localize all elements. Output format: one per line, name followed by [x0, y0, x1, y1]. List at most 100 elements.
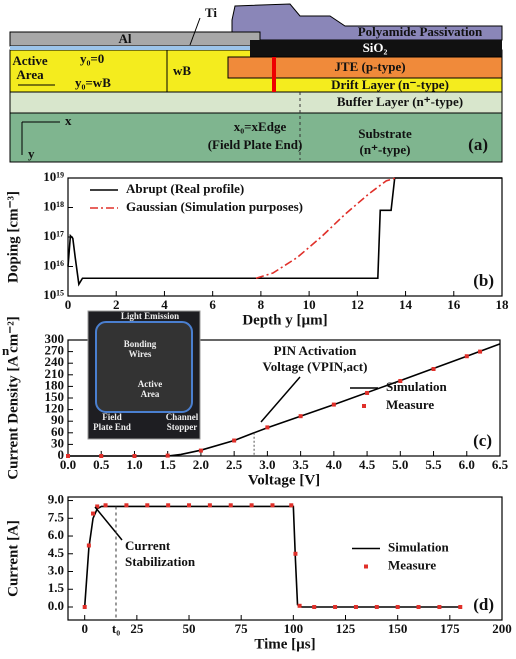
annotation-arrow: [260, 376, 301, 423]
x-tick-label: 10: [303, 297, 316, 312]
series-marker: [289, 503, 294, 508]
panel-label: (d): [473, 595, 494, 614]
polyamide-label: Polyamide Passivation: [358, 24, 483, 39]
y-tick-label: 6.0: [48, 527, 64, 542]
y-tick-label: 9.0: [48, 492, 64, 507]
x-tick-label: 50: [183, 621, 196, 636]
inset-label: Light Emission: [121, 311, 179, 321]
series-marker: [365, 390, 370, 395]
x-tick-label: 125: [336, 621, 356, 636]
y-tick-label: 60: [51, 424, 64, 439]
y-tick-label: 30: [51, 435, 64, 450]
x-tick-label: 12: [351, 297, 364, 312]
x-tick-label: 8: [258, 297, 265, 312]
x-tick-label: 0.5: [93, 457, 110, 472]
inset-label: Area: [141, 389, 160, 399]
series-marker: [374, 604, 379, 609]
series-marker: [187, 503, 192, 508]
x-tick-label: 3.0: [259, 457, 275, 472]
x-tick-label: 175: [440, 621, 460, 636]
x-tick-label: 6.5: [492, 457, 509, 472]
y0-top-label: y₀=0: [80, 51, 104, 66]
y-axis-title: Current [A]: [5, 520, 21, 597]
y-tick-label: 10¹⁶: [43, 257, 64, 272]
x-tick-label: 25: [130, 621, 144, 636]
y0-bottom-label: y₀=wB: [75, 75, 111, 90]
x-tick-label: 0: [81, 621, 88, 636]
series-marker: [293, 551, 298, 556]
inset-label: Active: [138, 379, 163, 389]
substrate-label: Substrate: [358, 126, 412, 141]
legend-label: Measure: [386, 397, 434, 412]
annotation-arrow: [94, 506, 123, 541]
series-marker: [331, 402, 336, 407]
series-marker: [198, 448, 203, 453]
field-plate-edge: [272, 57, 276, 92]
x0-label: x₀=xEdge: [234, 119, 287, 134]
series-marker: [297, 603, 302, 608]
x-tick-label: 16: [447, 297, 461, 312]
x-tick-label: 5.5: [425, 457, 442, 472]
annotation: Voltage (VPIN,act): [263, 359, 368, 374]
y-tick-label: 10¹⁸: [43, 198, 64, 213]
y-tick-label: 0.0: [48, 598, 64, 613]
y-tick-label: 1.5: [48, 580, 65, 595]
inset-label: Bonding: [124, 339, 157, 349]
legend-swatch: [362, 404, 366, 408]
series-marker: [124, 503, 129, 508]
x-tick-label: 4: [161, 297, 168, 312]
x-axis-label: x: [65, 113, 72, 128]
x-tick-label: 75: [235, 621, 249, 636]
series-marker: [99, 454, 104, 458]
series-marker: [398, 378, 403, 383]
series-marker: [95, 504, 100, 509]
ti-label: Ti: [205, 5, 217, 20]
substrate-layer: [9, 112, 503, 163]
y-tick-label: 0: [58, 447, 65, 462]
x-tick-label: 150: [388, 621, 408, 636]
x-tick-label: 1.5: [160, 457, 177, 472]
x-tick-label: 4.0: [326, 457, 342, 472]
y-axis-title: Current Density [A cm⁻²]: [5, 316, 21, 479]
series-marker: [431, 367, 436, 371]
panel-label: (c): [473, 431, 492, 450]
series-marker: [395, 604, 400, 609]
series-marker: [416, 604, 421, 609]
series-marker: [207, 503, 212, 508]
field-plate-label: (Field Plate End): [208, 137, 303, 152]
x-axis-title: Depth y [µm]: [242, 312, 327, 328]
annotation: Stabilization: [125, 554, 196, 569]
x-tick-label: 2.5: [226, 457, 243, 472]
x-tick-label: 100: [284, 621, 304, 636]
active-label: Area: [16, 67, 44, 82]
series-marker: [353, 604, 358, 609]
y-tick-label: 270: [45, 343, 65, 358]
series-marker: [132, 454, 137, 458]
x-tick-label: 14: [399, 297, 413, 312]
inset-label: Stopper: [167, 422, 198, 432]
y-tick-label: 10¹⁵: [43, 287, 64, 302]
series-marker: [270, 503, 275, 508]
series-line: [67, 177, 502, 287]
sio2-label: SiO₂: [363, 40, 388, 55]
x-tick-label: 18: [496, 297, 510, 312]
x-tick-label: 0: [65, 297, 72, 312]
legend-label: Measure: [388, 557, 436, 572]
series-marker: [298, 414, 303, 419]
inset-chip: [95, 321, 193, 413]
substrate-type-label: (n⁺-type): [360, 142, 411, 157]
annotation: Current: [125, 538, 171, 553]
y-tick-label: 7.5: [48, 509, 65, 524]
x-tick-label: 2: [113, 297, 120, 312]
buffer-label: Buffer Layer (n⁺-type): [337, 94, 463, 109]
inset-label: Plate End: [93, 422, 131, 432]
active-label: Active: [12, 53, 48, 68]
y-axis-label: y: [28, 146, 35, 161]
legend-label: Simulation: [386, 379, 447, 394]
drift-label: Drift Layer (n⁻-type): [331, 77, 449, 92]
stray-text: n: [2, 343, 10, 358]
series-marker: [333, 604, 338, 609]
inset-label: Field: [102, 412, 122, 422]
series-marker: [458, 604, 463, 609]
